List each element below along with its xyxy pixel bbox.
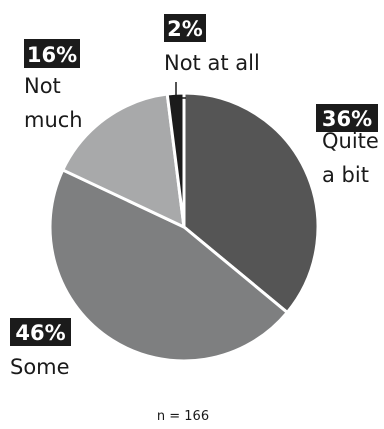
leader-line <box>175 82 186 99</box>
category-label: Quite <box>322 129 379 153</box>
slice-labels: 36%Quite a bit 46% Some 16% Not much 2% Not at a… <box>10 14 379 379</box>
value-label: 16% <box>27 43 77 67</box>
value-label: 46% <box>15 321 65 345</box>
value-label: 36% <box>322 107 372 131</box>
pie-slices <box>48 91 320 363</box>
pie-slice-not-much <box>61 92 186 229</box>
category-label: Not at all <box>164 51 260 75</box>
value-badge <box>10 318 71 346</box>
leader-lines <box>175 82 186 99</box>
value-badge <box>316 104 378 132</box>
category-label: much <box>24 108 83 132</box>
value-badge <box>164 14 206 42</box>
category-label: Not <box>24 74 61 98</box>
value-label: 2% <box>167 17 203 41</box>
category-label: Some <box>10 355 70 379</box>
category-label: a bit <box>322 163 369 187</box>
pie-slice-some <box>48 168 289 363</box>
sample-size-note: n = 166 <box>157 409 209 424</box>
value-badge <box>24 39 80 68</box>
pie-slice-quite-a-bit <box>182 91 320 314</box>
